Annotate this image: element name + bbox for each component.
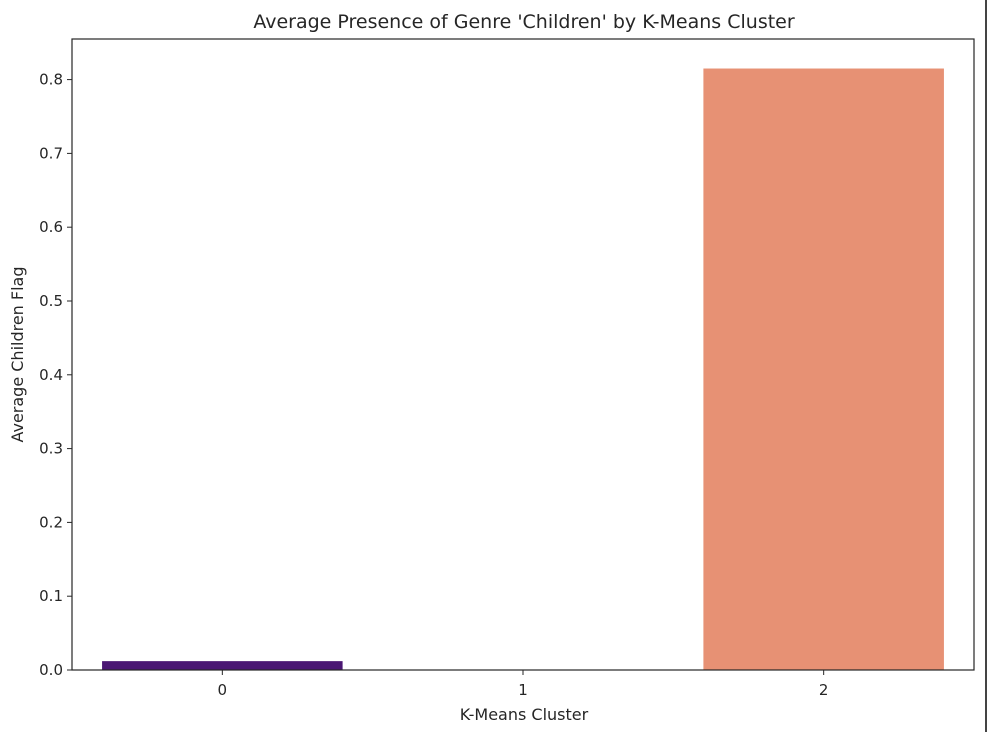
bars-layer bbox=[102, 68, 944, 670]
y-tick-label: 0.4 bbox=[39, 366, 63, 384]
x-tick-label: 0 bbox=[218, 681, 228, 699]
y-tick-label: 0.5 bbox=[39, 292, 63, 310]
bar-cluster-2 bbox=[703, 68, 944, 670]
y-tick-label: 0.1 bbox=[39, 587, 63, 605]
y-tick-label: 0.0 bbox=[39, 661, 63, 679]
y-tick-label: 0.8 bbox=[39, 71, 63, 89]
x-axis: 0 1 2 bbox=[218, 670, 829, 699]
y-tick-label: 0.2 bbox=[39, 513, 63, 531]
plot-frame bbox=[71, 38, 975, 671]
y-tick-label: 0.3 bbox=[39, 440, 63, 458]
y-axis-label: Average Children Flag bbox=[8, 266, 27, 442]
chart-title: Average Presence of Genre 'Children' by … bbox=[253, 11, 795, 33]
bar-cluster-0 bbox=[102, 661, 343, 670]
window-edge bbox=[985, 0, 987, 732]
y-tick-label: 0.6 bbox=[39, 218, 63, 236]
y-tick-label: 0.7 bbox=[39, 144, 63, 162]
x-tick-label: 1 bbox=[518, 681, 528, 699]
x-tick-label: 2 bbox=[819, 681, 829, 699]
x-axis-label: K-Means Cluster bbox=[460, 705, 589, 724]
y-axis: 0.0 0.1 0.2 0.3 0.4 0.5 0.6 0.7 0.8 bbox=[39, 71, 72, 679]
